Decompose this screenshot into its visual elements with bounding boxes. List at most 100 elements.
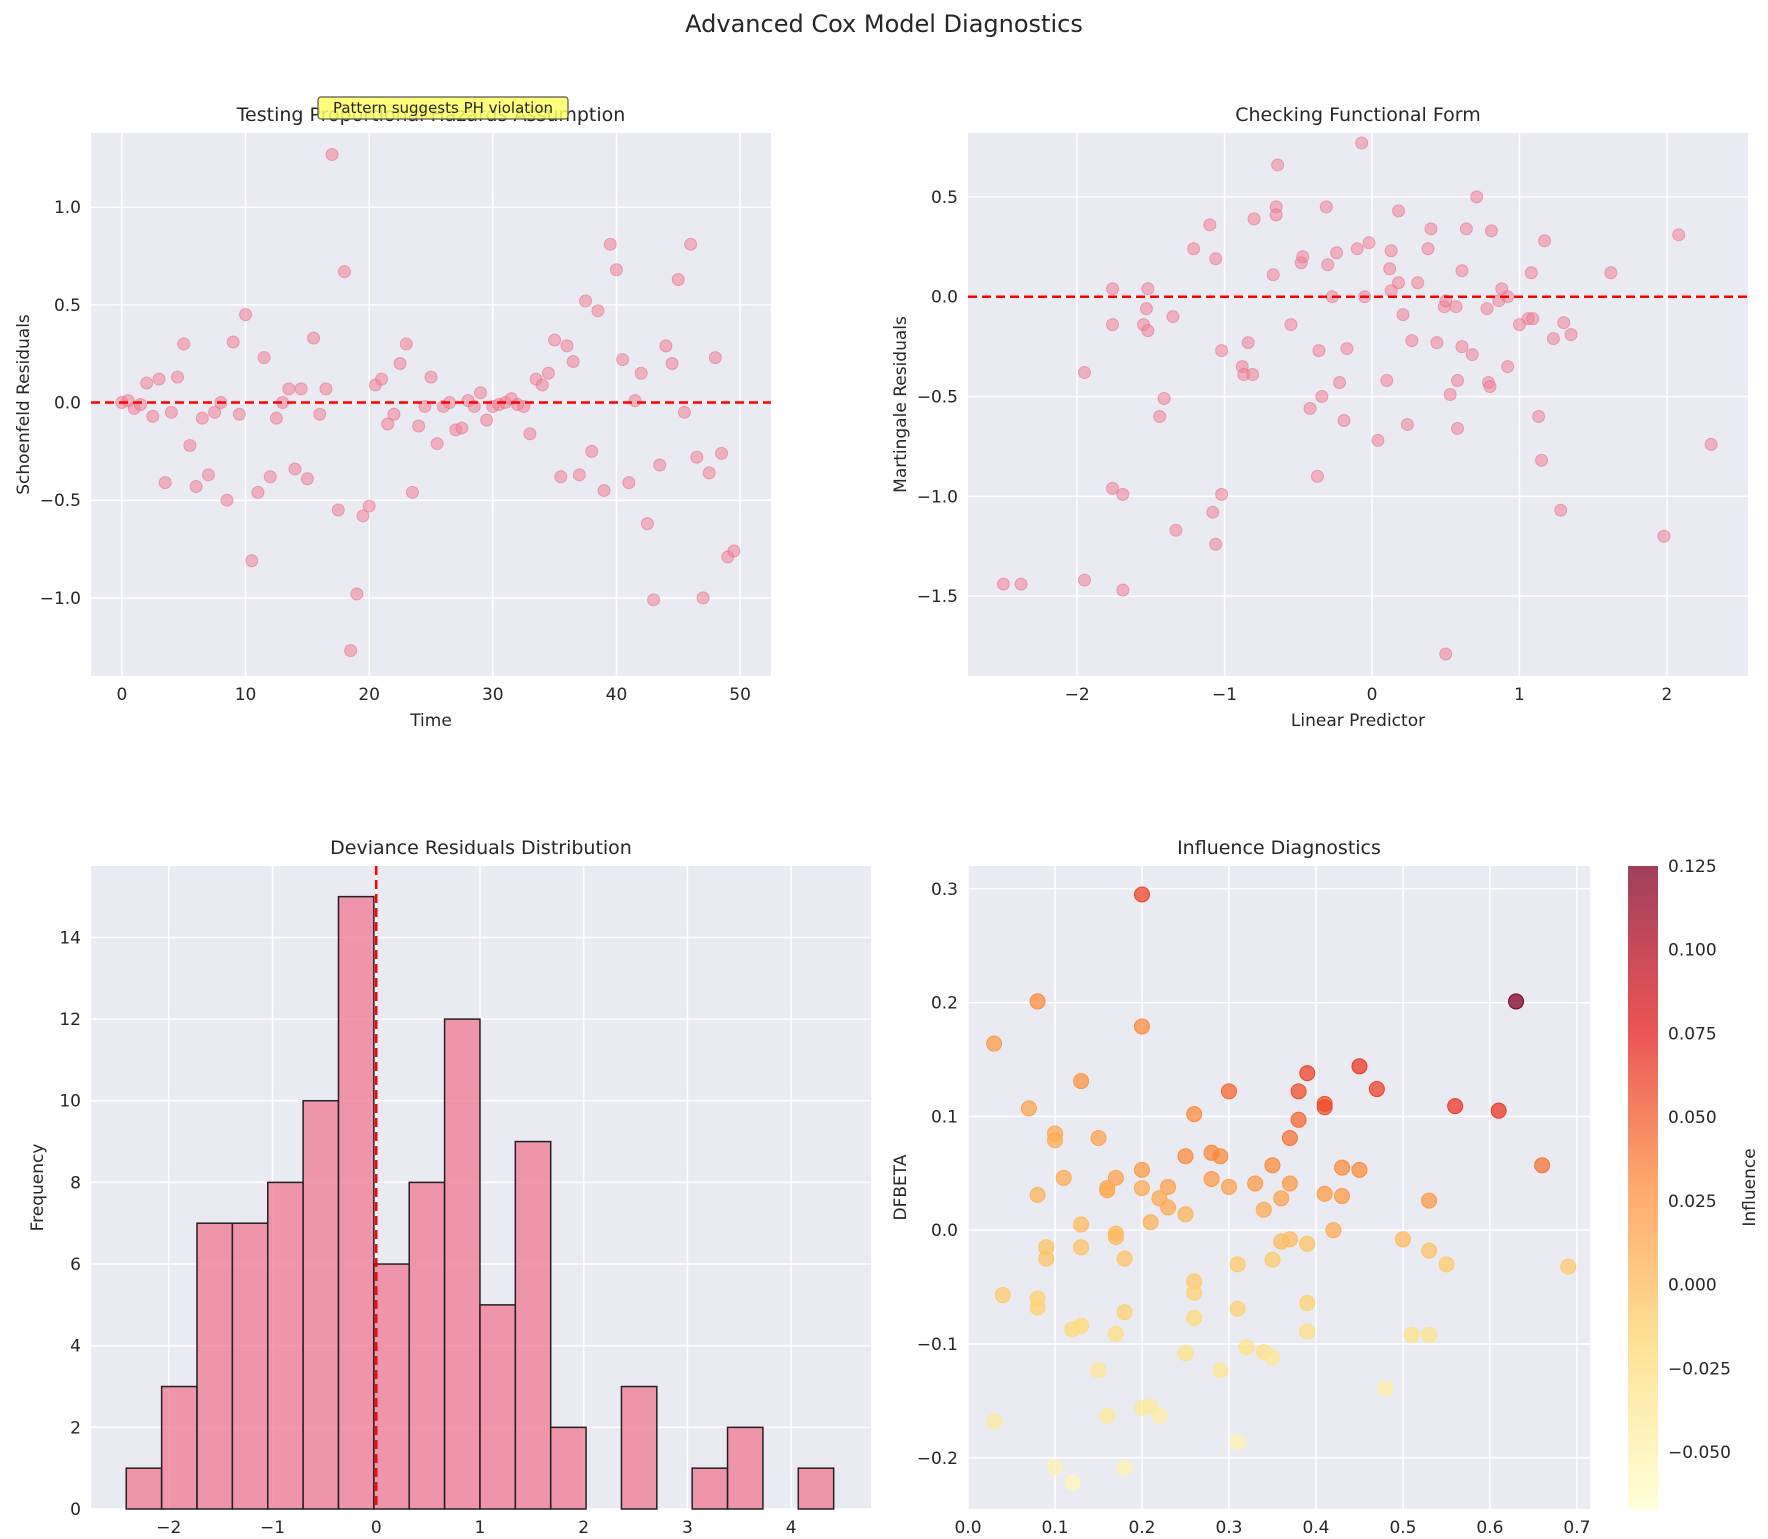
influence-data-point: [1203, 1170, 1220, 1187]
schoenfeld-data-point: [232, 407, 246, 421]
martingale-data-point: [1319, 200, 1333, 214]
schoenfeld-data-point: [405, 485, 419, 499]
martingale-data-point: [1187, 242, 1201, 256]
schoenfeld-data-point: [245, 554, 259, 568]
schoenfeld-data-point: [696, 591, 710, 605]
influence-data-point: [1160, 1178, 1177, 1195]
martingale-data-point: [1303, 401, 1317, 415]
martingale-y-axis-label: Martingale Residuals: [891, 316, 911, 493]
influence-x-tick-label: 0.0: [954, 1518, 981, 1538]
martingale-data-point: [1269, 208, 1283, 222]
martingale-y-tick-label: 0.0: [931, 288, 958, 308]
schoenfeld-data-point: [319, 382, 333, 396]
influence-data-point: [1186, 1106, 1203, 1123]
martingale-data-point: [1355, 136, 1369, 150]
martingale-y-tick-label: −1.5: [917, 587, 958, 607]
schoenfeld-data-point: [195, 411, 209, 425]
influence-x-tick-label: 0.7: [1563, 1518, 1590, 1538]
influence-data-point: [1116, 1304, 1133, 1321]
deviance-x-tick-label: 1: [475, 1518, 486, 1538]
schoenfeld-y-tick-label: −0.5: [40, 491, 81, 511]
martingale-data-point: [1296, 250, 1310, 264]
influence-data-point: [1107, 1229, 1124, 1246]
influence-data-point: [1421, 1326, 1438, 1343]
schoenfeld-data-point: [294, 382, 308, 396]
schoenfeld-data-point: [356, 509, 370, 523]
schoenfeld-data-point: [189, 480, 203, 494]
martingale-data-point: [1246, 368, 1260, 382]
martingale-data-point: [1421, 242, 1435, 256]
schoenfeld-data-point: [665, 356, 679, 370]
influence-data-point: [1290, 1083, 1307, 1100]
influence-data-point: [1325, 1222, 1342, 1239]
schoenfeld-data-point: [158, 476, 172, 490]
schoenfeld-data-point: [609, 263, 623, 277]
schoenfeld-data-point: [282, 382, 296, 396]
martingale-data-point: [1141, 324, 1155, 338]
schoenfeld-data-point: [548, 333, 562, 347]
martingale-y-tick-label: −1.0: [917, 487, 958, 507]
colorbar: [1628, 866, 1658, 1509]
schoenfeld-data-point: [702, 466, 716, 480]
schoenfeld-data-point: [393, 356, 407, 370]
martingale-data-point: [1247, 212, 1261, 226]
schoenfeld-data-point: [616, 353, 630, 367]
schoenfeld-data-point: [585, 444, 599, 458]
schoenfeld-x-tick-label: 40: [606, 685, 628, 705]
schoenfeld-data-point: [152, 372, 166, 386]
martingale-data-point: [1169, 523, 1183, 537]
schoenfeld-data-point: [708, 351, 722, 365]
influence-data-point: [1116, 1250, 1133, 1267]
schoenfeld-data-point: [313, 407, 327, 421]
colorbar-tick-label: −0.050: [1668, 1443, 1731, 1463]
influence-data-point: [1264, 1349, 1281, 1366]
schoenfeld-data-point: [226, 335, 240, 349]
schoenfeld-data-point: [634, 366, 648, 380]
deviance-y-tick-label: 10: [59, 1092, 81, 1112]
schoenfeld-data-point: [603, 237, 617, 251]
schoenfeld-data-point: [381, 417, 395, 431]
martingale-data-point: [1153, 409, 1167, 423]
schoenfeld-data-point: [362, 499, 376, 513]
influence-data-point: [1160, 1199, 1177, 1216]
schoenfeld-data-point: [344, 644, 358, 658]
influence-x-tick-label: 0.4: [1302, 1518, 1329, 1538]
influence-data-point: [1133, 1180, 1150, 1197]
schoenfeld-data-point: [300, 472, 314, 486]
influence-data-point: [1299, 1323, 1316, 1340]
martingale-data-point: [1657, 529, 1671, 543]
martingale-data-point: [1166, 310, 1180, 324]
martingale-data-point: [1362, 236, 1376, 250]
schoenfeld-data-point: [288, 462, 302, 476]
deviance-x-tick-label: 3: [682, 1518, 693, 1538]
martingale-data-point: [1400, 417, 1414, 431]
martingale-data-point: [1501, 360, 1515, 374]
martingale-data-point: [1449, 300, 1463, 314]
histogram-bar: [160, 1385, 198, 1510]
colorbar-tick-label: 0.100: [1668, 941, 1717, 961]
influence-data-point: [1438, 1256, 1455, 1273]
histogram-bar: [797, 1467, 835, 1510]
martingale-data-point: [1333, 376, 1347, 390]
martingale-data-point: [1157, 392, 1171, 406]
influence-data-point: [1099, 1180, 1116, 1197]
schoenfeld-data-point: [455, 421, 469, 435]
schoenfeld-data-point: [183, 439, 197, 453]
influence-data-point: [1299, 1235, 1316, 1252]
influence-y-tick-label: 0.2: [931, 994, 958, 1014]
influence-data-point: [1299, 1065, 1316, 1082]
histogram-bar: [196, 1222, 234, 1510]
martingale-data-point: [1371, 433, 1385, 447]
colorbar-tick-label: 0.025: [1668, 1192, 1717, 1212]
schoenfeld-data-point: [684, 237, 698, 251]
histogram-bar: [514, 1140, 552, 1510]
deviance-x-tick-label: −1: [260, 1518, 285, 1538]
influence-data-point: [1264, 1251, 1281, 1268]
influence-data-point: [1038, 1250, 1055, 1267]
martingale-data-point: [1557, 316, 1571, 330]
schoenfeld-data-point: [424, 370, 438, 384]
martingale-data-point: [1266, 268, 1280, 282]
schoenfeld-data-point: [331, 503, 345, 517]
influence-data-point: [1046, 1458, 1063, 1475]
schoenfeld-data-point: [412, 419, 426, 433]
